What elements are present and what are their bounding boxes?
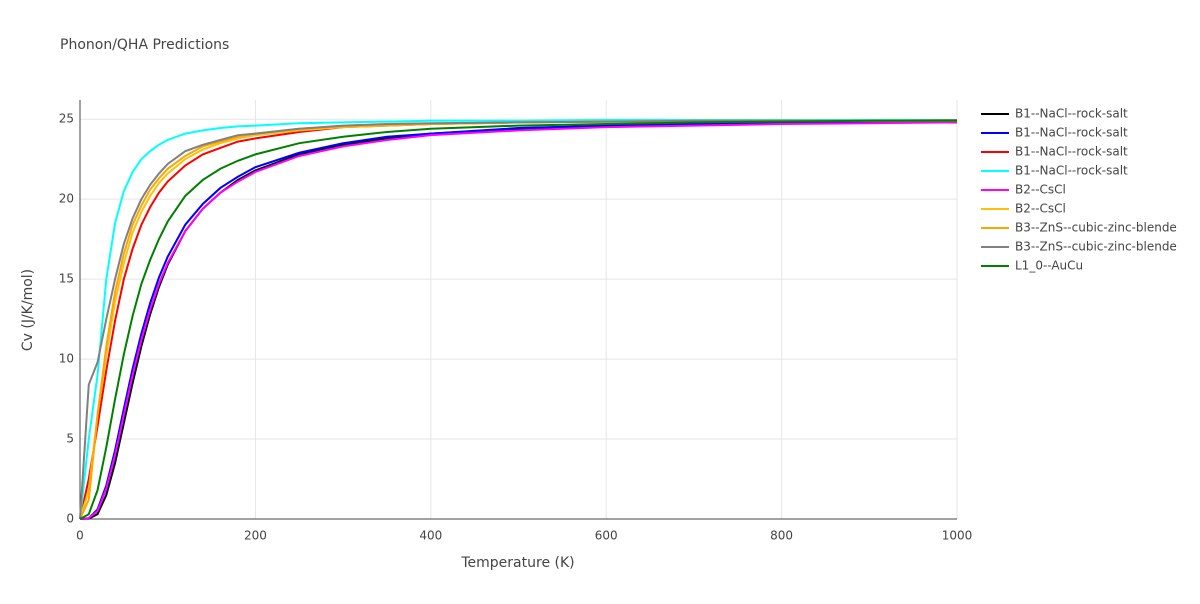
- legend-label: B3--ZnS--cubic-zinc-blende: [1015, 221, 1177, 235]
- x-axis-title: Temperature (K): [460, 555, 574, 571]
- x-tick-label: 600: [595, 529, 618, 543]
- series-line: [79, 121, 957, 520]
- x-tick-label: 800: [770, 529, 793, 543]
- series-line: [79, 121, 957, 520]
- legend-label: B1--NaCl--rock-salt: [1015, 107, 1128, 121]
- y-tick-label: 0: [66, 512, 74, 526]
- y-axis-title: Cv (J/K/mol): [20, 269, 36, 351]
- y-tick-label: 20: [59, 192, 74, 206]
- x-tick-label: 0: [76, 529, 84, 543]
- legend-label: B3--ZnS--cubic-zinc-blende: [1015, 240, 1177, 254]
- legend-label: B1--NaCl--rock-salt: [1015, 164, 1128, 178]
- y-tick-label: 5: [66, 432, 74, 446]
- legend-label: L1_0--AuCu: [1015, 259, 1083, 273]
- x-tick-label: 1000: [942, 529, 973, 543]
- series-line: [79, 119, 957, 520]
- series-line: [79, 121, 958, 520]
- legend-label: B2--CsCl: [1015, 183, 1066, 197]
- series-line: [79, 118, 957, 520]
- series-line: [79, 119, 957, 520]
- series-line: [79, 118, 958, 520]
- y-tick-label: 25: [59, 112, 74, 126]
- y-tick-label: 15: [59, 272, 74, 286]
- legend-label: B2--CsCl: [1015, 202, 1066, 216]
- chart-title: Phonon/QHA Predictions: [60, 37, 229, 53]
- series-line: [79, 119, 957, 520]
- x-tick-label: 400: [419, 529, 442, 543]
- y-tick-label: 10: [59, 352, 74, 366]
- x-tick-label: 200: [244, 529, 267, 543]
- series-line: [79, 119, 957, 520]
- legend-label: B1--NaCl--rock-salt: [1015, 126, 1128, 140]
- legend-label: B1--NaCl--rock-salt: [1015, 145, 1128, 159]
